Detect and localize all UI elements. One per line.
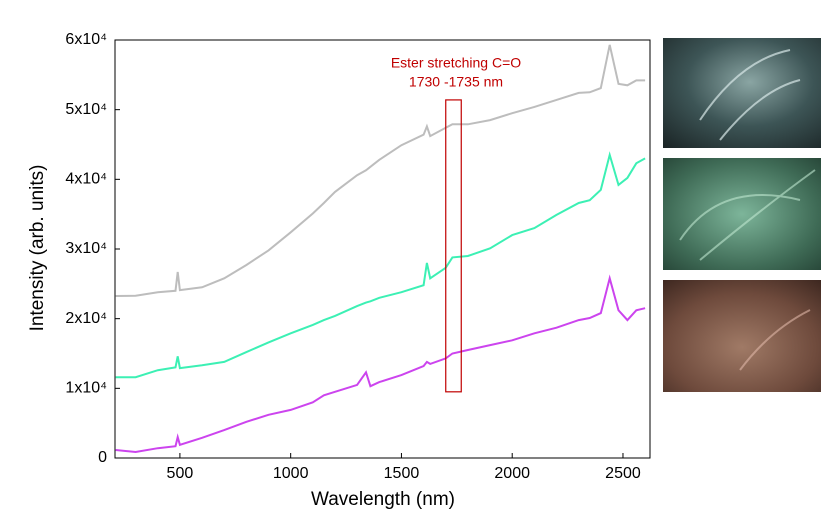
y-tick-label: 5x10⁴	[65, 101, 107, 118]
x-tick-label: 500	[167, 465, 194, 482]
x-tick-label: 2500	[605, 465, 641, 482]
plot-frame	[114, 39, 651, 459]
y-tick-label: 4x10⁴	[65, 171, 107, 188]
fiber	[699, 49, 801, 141]
micrograph	[663, 280, 821, 392]
y-tick-label: 6x10⁴	[65, 31, 107, 48]
spectrum-line	[115, 274, 646, 454]
y-tick-label: 2x10⁴	[65, 310, 107, 327]
y-axis-label: Intensity (arb. units)	[27, 165, 48, 332]
fiber	[739, 309, 811, 371]
fiber	[679, 169, 816, 261]
y-tick-label: 3x10⁴	[65, 240, 107, 257]
spectrum-line	[115, 151, 646, 379]
annotation-box	[445, 99, 462, 393]
annotation-text: 1730 -1735 nm	[409, 74, 503, 90]
x-tick-label: 2000	[494, 465, 530, 482]
x-tick-label: 1500	[384, 465, 420, 482]
spectrum-line	[115, 44, 646, 297]
x-axis-label: Wavelength (nm)	[311, 489, 455, 510]
micrograph	[663, 158, 821, 270]
y-tick-label: 1x10⁴	[65, 380, 107, 397]
micrograph	[663, 38, 821, 148]
x-tick-label: 1000	[273, 465, 309, 482]
annotation-text: Ester stretching C=O	[391, 55, 521, 71]
y-tick-label: 0	[98, 449, 107, 466]
